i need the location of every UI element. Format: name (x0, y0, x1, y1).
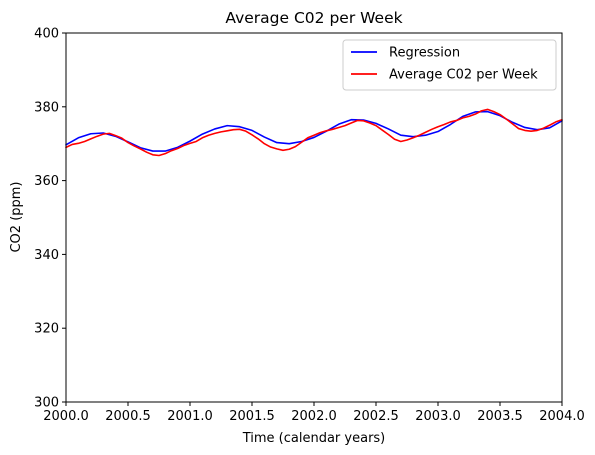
x-tick-label: 2001.0 (167, 409, 213, 424)
y-tick-label: 360 (34, 174, 59, 189)
y-axis: 300 320 340 360 380 400 (34, 27, 66, 411)
x-tick-label: 2001.5 (229, 409, 275, 424)
legend-label: Regression (389, 46, 460, 61)
y-tick-label: 320 (34, 322, 59, 337)
y-tick-label: 300 (34, 396, 59, 411)
x-tick-label: 2000.5 (105, 409, 151, 424)
x-tick-label: 2002.0 (291, 409, 337, 424)
x-tick-label: 2002.5 (353, 409, 399, 424)
x-tick-label: 2004.0 (539, 409, 585, 424)
series-line-average-c02-per-week (65, 108, 563, 157)
chart-title: Average C02 per Week (225, 9, 402, 27)
legend-box (342, 39, 557, 91)
y-axis-label: CO2 (ppm) (9, 181, 24, 252)
legend: Regression Average C02 per Week (342, 39, 557, 91)
y-tick-label: 340 (34, 248, 59, 263)
x-tick-label: 2003.5 (477, 409, 523, 424)
x-axis-label: Time (calendar years) (242, 431, 386, 446)
legend-label: Average C02 per Week (389, 68, 538, 83)
y-tick-label: 380 (34, 100, 59, 115)
x-axis: 2000.0 2000.5 2001.0 2001.5 2002.0 2002.5 2003… (43, 402, 585, 424)
series-layer (65, 108, 563, 157)
x-tick-label: 2000.0 (43, 409, 89, 424)
y-tick-label: 400 (34, 27, 59, 42)
x-tick-label: 2003.0 (415, 409, 461, 424)
